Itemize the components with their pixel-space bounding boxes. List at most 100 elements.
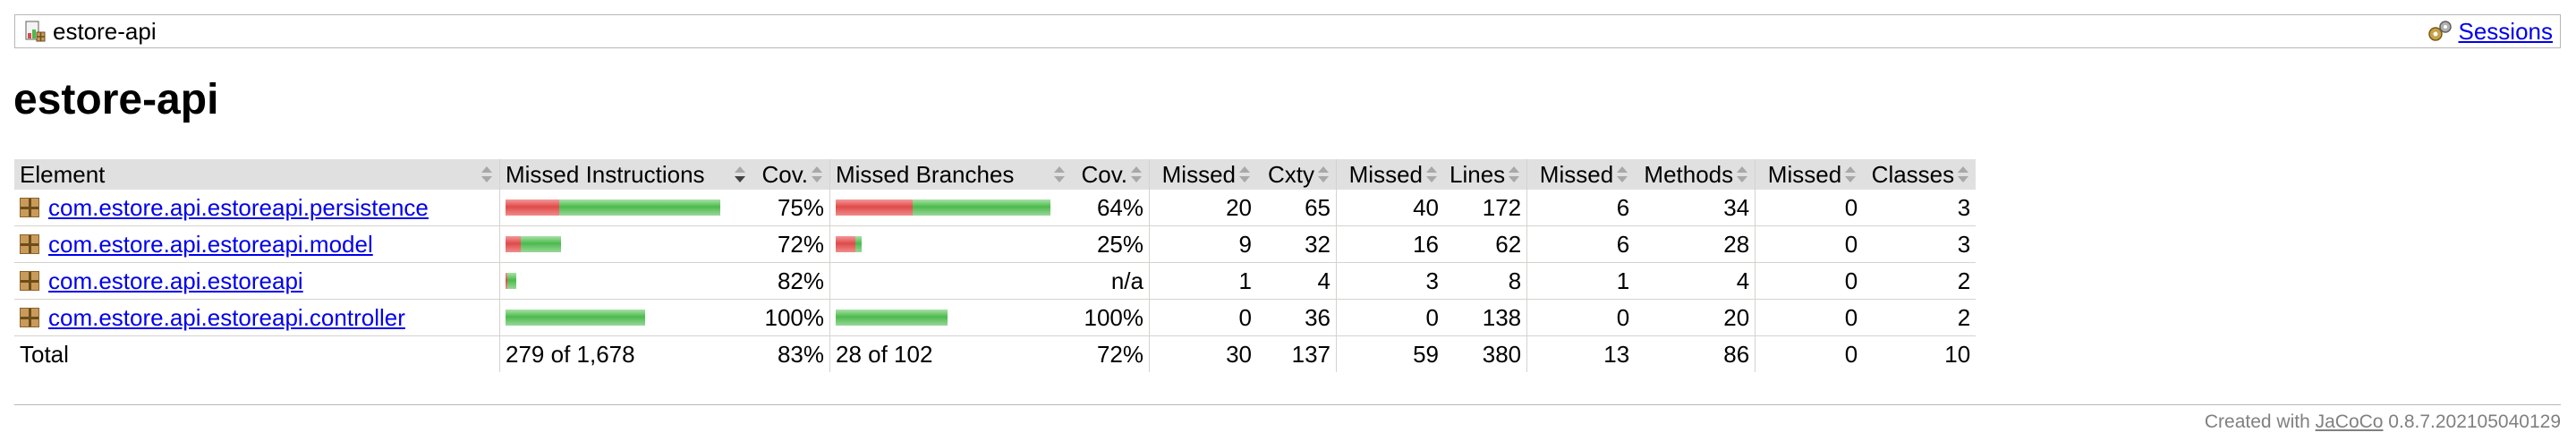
table-row: com.estore.api.estoreapi.model 72% 25% 9 32 1… (14, 225, 1977, 263)
footer: Created with JaCoCo 0.8.7.202105040129 (2204, 411, 2561, 432)
header-branch-cov[interactable]: Cov. (1072, 159, 1150, 190)
missed-branches-cell (829, 225, 1072, 263)
instructions-missed-bar (506, 273, 507, 289)
cxty-cell: 36 (1257, 299, 1337, 336)
header-methods[interactable]: Methods (1635, 159, 1756, 190)
element-cell: com.estore.api.estoreapi.persistence (14, 190, 500, 226)
breadcrumb: estore-api Sessions (14, 14, 2561, 48)
branches-missed-bar (836, 199, 913, 216)
package-link[interactable]: com.estore.api.estoreapi.controller (48, 303, 405, 331)
total-methods: 86 (1635, 335, 1756, 372)
table-row: com.estore.api.estoreapi.persistence 75% 6… (14, 190, 1977, 226)
missed-branches-cell (829, 299, 1072, 336)
table-row: com.estore.api.estoreapi 82% n/a 1 4 3 8 1 4 0 2 (14, 262, 1977, 300)
lines-cell: 138 (1444, 299, 1527, 336)
lines-cell: 8 (1444, 262, 1527, 300)
methods-cell: 20 (1635, 299, 1756, 336)
cxty-missed-cell: 1 (1149, 262, 1257, 300)
instr-cov-cell: 72% (752, 225, 830, 263)
branches-coverage-bar (836, 236, 1067, 252)
missed-branches-cell (829, 190, 1072, 226)
cxty-missed-cell: 20 (1149, 190, 1257, 226)
total-branch-cov: 72% (1072, 335, 1150, 372)
methods-cell: 4 (1635, 262, 1756, 300)
header-instr-cov[interactable]: Cov. (752, 159, 830, 190)
package-report-icon (24, 21, 46, 42)
cxty-cell: 32 (1257, 225, 1337, 263)
total-classes: 10 (1863, 335, 1977, 372)
sort-icon (1509, 166, 1520, 182)
package-icon (20, 198, 39, 217)
classes-cell: 2 (1863, 299, 1977, 336)
instructions-coverage-bar (506, 199, 747, 216)
header-classes-missed[interactable]: Missed (1755, 159, 1864, 190)
methods-cell: 34 (1635, 190, 1756, 226)
classes-cell: 3 (1863, 225, 1977, 263)
branch-cov-cell: n/a (1072, 262, 1150, 300)
branch-cov-cell: 25% (1072, 225, 1150, 263)
total-lines-missed: 59 (1336, 335, 1444, 372)
coverage-table: Element Missed Instructions Cov. Missed … (14, 159, 1977, 372)
branches-missed-bar (836, 236, 855, 252)
lines-missed-cell: 16 (1336, 225, 1444, 263)
branches-covered-bar (913, 199, 1050, 216)
header-missed-branches[interactable]: Missed Branches (829, 159, 1072, 190)
header-missed-instructions[interactable]: Missed Instructions (499, 159, 752, 190)
lines-cell: 62 (1444, 225, 1527, 263)
methods-missed-cell: 0 (1526, 299, 1636, 336)
header-lines[interactable]: Lines (1444, 159, 1527, 190)
element-cell: com.estore.api.estoreapi (14, 262, 500, 300)
instructions-missed-bar (506, 236, 521, 252)
classes-cell: 2 (1863, 262, 1977, 300)
instructions-covered-bar (506, 310, 645, 326)
cxty-missed-cell: 0 (1149, 299, 1257, 336)
classes-missed-cell: 0 (1755, 262, 1864, 300)
sort-icon (1239, 166, 1250, 182)
classes-missed-cell: 0 (1755, 299, 1864, 336)
element-cell-content: com.estore.api.estoreapi (20, 267, 494, 295)
element-cell-content: com.estore.api.estoreapi.model (20, 231, 494, 259)
instr-cov-cell: 75% (752, 190, 830, 226)
total-cxty: 137 (1257, 335, 1337, 372)
element-cell: com.estore.api.estoreapi.controller (14, 299, 500, 336)
branches-covered-bar (855, 236, 862, 252)
footer-divider (14, 404, 2561, 405)
sessions-link[interactable]: Sessions (2458, 17, 2554, 45)
sort-icon (1131, 166, 1142, 182)
table-total-row: Total 279 of 1,678 83% 28 of 102 72% 30 … (14, 335, 1977, 372)
total-lines: 380 (1444, 335, 1527, 372)
branches-coverage-bar (836, 199, 1067, 216)
sort-icon (812, 166, 822, 182)
jacoco-link[interactable]: JaCoCo (2315, 411, 2384, 432)
total-cxty-missed: 30 (1149, 335, 1257, 372)
total-branches: 28 of 102 (829, 335, 1072, 372)
total-classes-missed: 0 (1755, 335, 1864, 372)
sort-icon (1617, 166, 1628, 182)
header-element[interactable]: Element (14, 159, 500, 190)
header-methods-missed[interactable]: Missed (1526, 159, 1636, 190)
instructions-coverage-bar (506, 273, 747, 289)
branches-coverage-bar (836, 310, 1067, 326)
cxty-missed-cell: 9 (1149, 225, 1257, 263)
classes-missed-cell: 0 (1755, 190, 1864, 226)
breadcrumb-title: estore-api (53, 17, 157, 45)
package-link[interactable]: com.estore.api.estoreapi (48, 267, 303, 294)
branch-cov-cell: 100% (1072, 299, 1150, 336)
instructions-covered-bar (507, 273, 516, 289)
header-cxty[interactable]: Cxty (1257, 159, 1337, 190)
instructions-covered-bar (521, 236, 561, 252)
header-classes[interactable]: Classes (1863, 159, 1977, 190)
lines-cell: 172 (1444, 190, 1527, 226)
package-icon (20, 308, 39, 327)
missed-instructions-cell (499, 190, 752, 226)
header-cxty-missed[interactable]: Missed (1149, 159, 1257, 190)
package-icon (20, 234, 39, 254)
package-link[interactable]: com.estore.api.estoreapi.model (48, 230, 373, 258)
table-row: com.estore.api.estoreapi.controller 100% 1… (14, 299, 1977, 336)
instructions-missed-bar (506, 199, 559, 216)
sort-icon (481, 166, 492, 182)
missed-instructions-cell (499, 225, 752, 263)
sessions-icon (2427, 20, 2453, 43)
package-link[interactable]: com.estore.api.estoreapi.persistence (48, 193, 429, 221)
header-lines-missed[interactable]: Missed (1336, 159, 1444, 190)
